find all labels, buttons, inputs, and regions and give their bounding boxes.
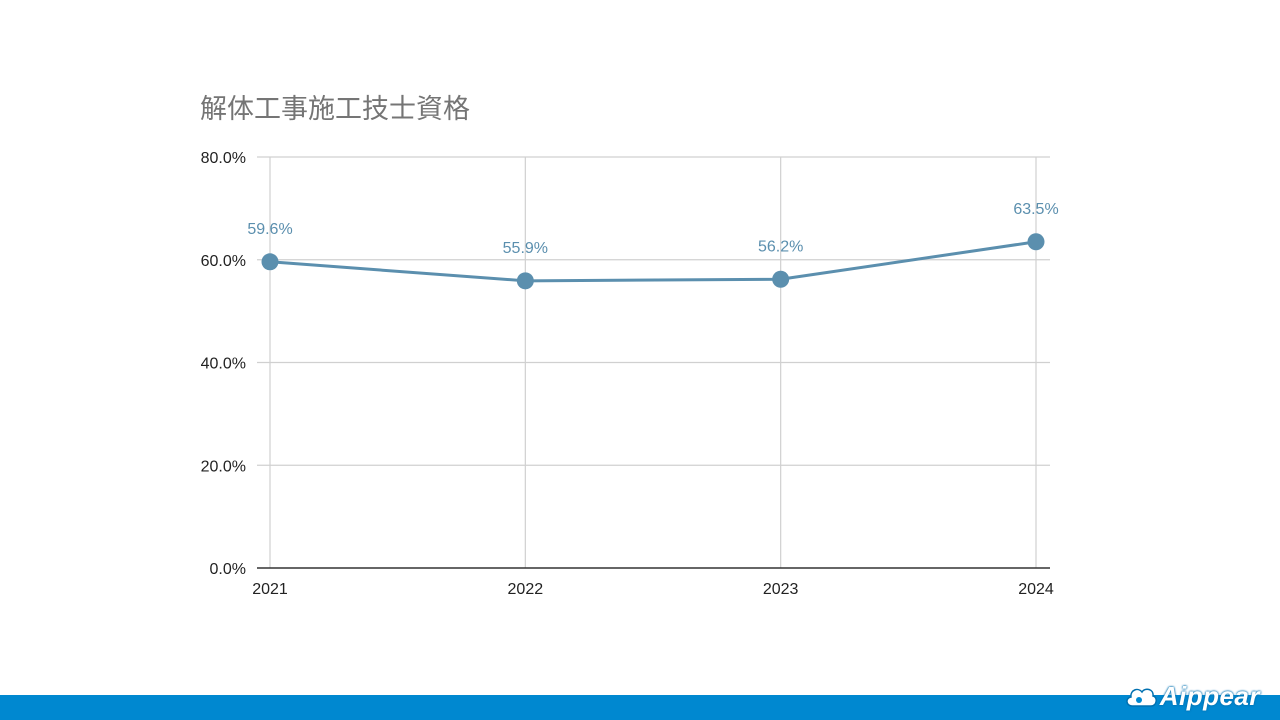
axis-layer: 0.0% 20.0% 40.0% 60.0% 80.0% 2021 2022 2023 2024 [201, 150, 1054, 598]
y-tick-label: 40.0% [201, 356, 246, 373]
data-point [772, 270, 790, 288]
data-label: 63.5% [1013, 201, 1058, 218]
label-layer: 59.6% 55.9% 56.2% 63.5% [247, 201, 1058, 257]
data-label: 55.9% [503, 240, 548, 257]
cloud-icon [1125, 688, 1157, 707]
y-tick-label: 80.0% [201, 150, 246, 167]
y-tick-label: 60.0% [201, 253, 246, 270]
data-point [261, 253, 279, 271]
data-label: 59.6% [247, 221, 292, 238]
y-tick-label: 20.0% [201, 458, 246, 475]
brand-logo: Aippear [1124, 678, 1260, 714]
data-point [516, 272, 534, 290]
x-tick-label: 2023 [763, 581, 799, 598]
series-line [269, 240, 1037, 283]
data-label: 56.2% [758, 238, 803, 255]
data-point [1027, 233, 1045, 251]
y-tick-label: 0.0% [210, 561, 246, 578]
grid-layer [257, 156, 1050, 568]
footer-bar [0, 695, 1280, 720]
brand-name: Aippear [1159, 680, 1260, 711]
chart-title: 解体工事施工技士資格 [200, 94, 470, 125]
x-tick-label: 2021 [252, 581, 288, 598]
series-layer [261, 233, 1045, 290]
x-tick-label: 2024 [1018, 581, 1054, 598]
x-tick-label: 2022 [508, 581, 544, 598]
